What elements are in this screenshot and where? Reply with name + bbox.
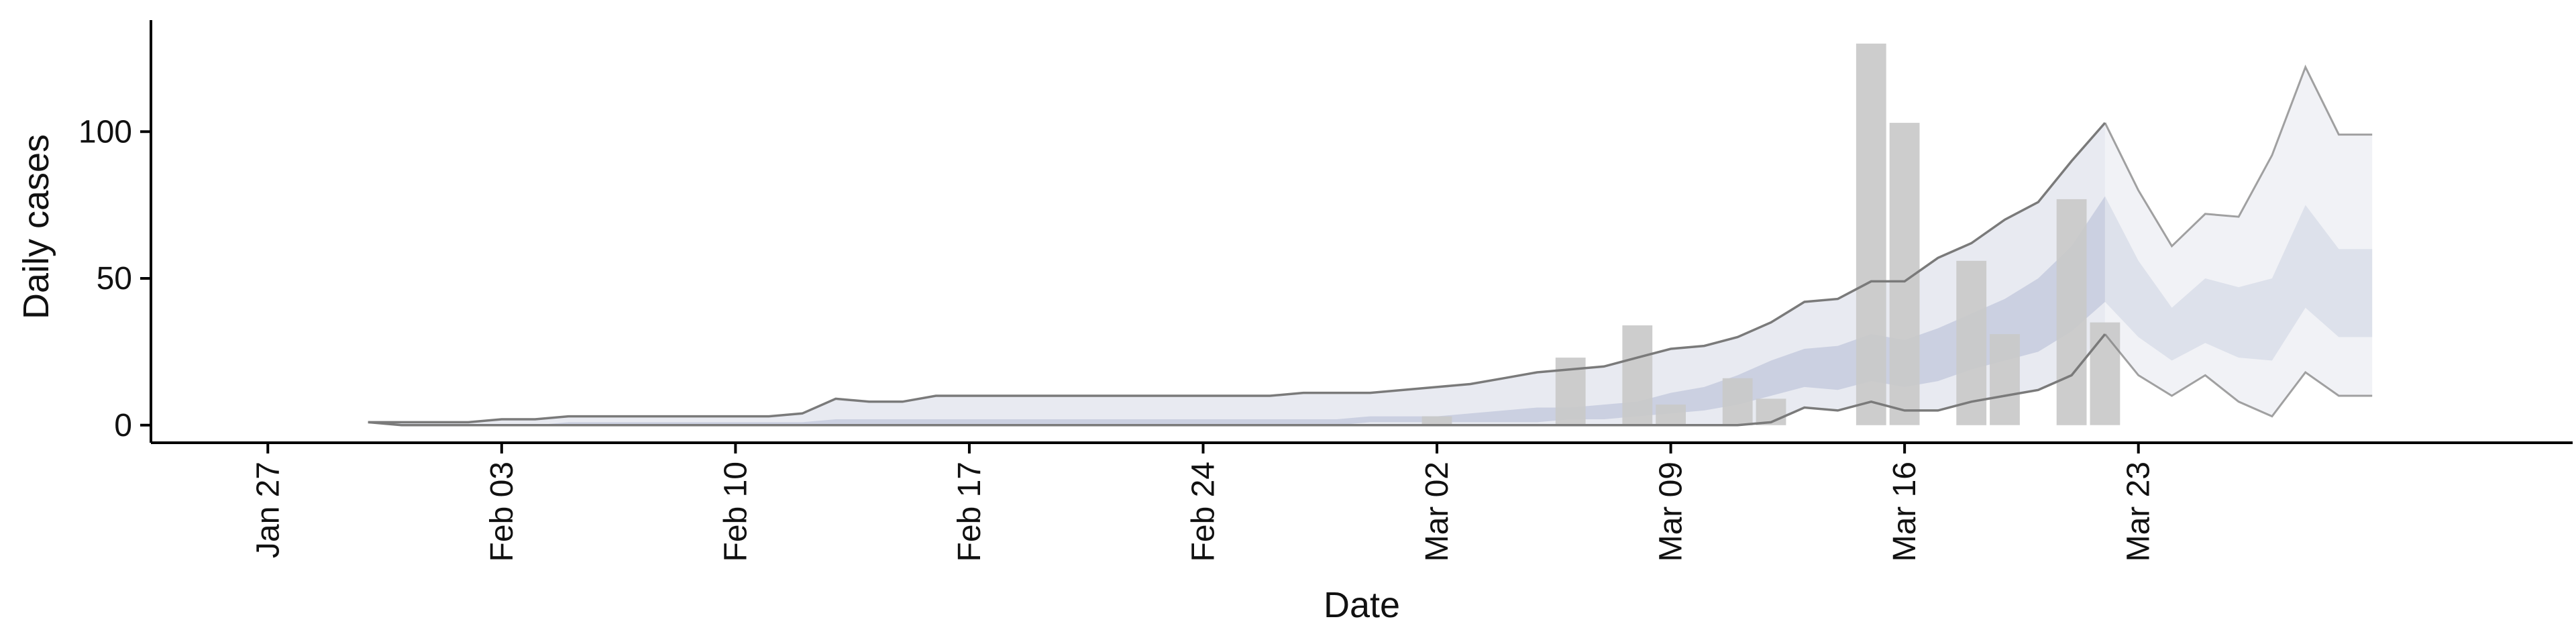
bar — [1656, 405, 1686, 425]
x-tick-label: Mar 16 — [1887, 462, 1923, 561]
nowcast-lower-line — [368, 333, 2106, 427]
forecast-upper-line — [2104, 64, 2373, 248]
x-tick-label: Feb 24 — [1186, 462, 1222, 561]
bar — [1421, 416, 1452, 425]
forecast-lower-line — [2104, 333, 2373, 418]
x-tick-label: Mar 09 — [1654, 462, 1689, 561]
y-tick-label: 0 — [114, 408, 132, 443]
nowcast-upper-line — [368, 121, 2106, 424]
bar — [1990, 334, 2020, 425]
bar — [1622, 325, 1653, 425]
axes-layer: 0 50 100 Jan 27 Feb 03 Feb 10 Feb 17 Feb 24 Mar … — [78, 20, 2573, 561]
bar — [1856, 44, 1886, 425]
y-axis-title: Daily cases — [16, 134, 56, 319]
x-tick-label: Feb 17 — [952, 462, 987, 561]
x-axis-title: Date — [1324, 585, 1400, 625]
x-tick-label: Feb 10 — [718, 462, 753, 561]
bar — [1756, 398, 1786, 425]
y-tick-label: 50 — [97, 261, 132, 297]
bar — [1722, 378, 1753, 425]
x-tick-label: Jan 27 — [250, 462, 286, 558]
band-lines-layer — [368, 64, 2373, 427]
bar — [2090, 322, 2121, 425]
bar — [1956, 260, 1987, 425]
bar — [2056, 199, 2087, 425]
x-tick-label: Feb 03 — [484, 462, 520, 561]
x-tick-label: Mar 02 — [1419, 462, 1455, 561]
forecast-band-90 — [2104, 67, 2373, 417]
x-tick-label: Mar 23 — [2121, 462, 2157, 561]
y-tick-label: 100 — [78, 114, 132, 150]
forecast-band-50 — [2104, 196, 2373, 361]
